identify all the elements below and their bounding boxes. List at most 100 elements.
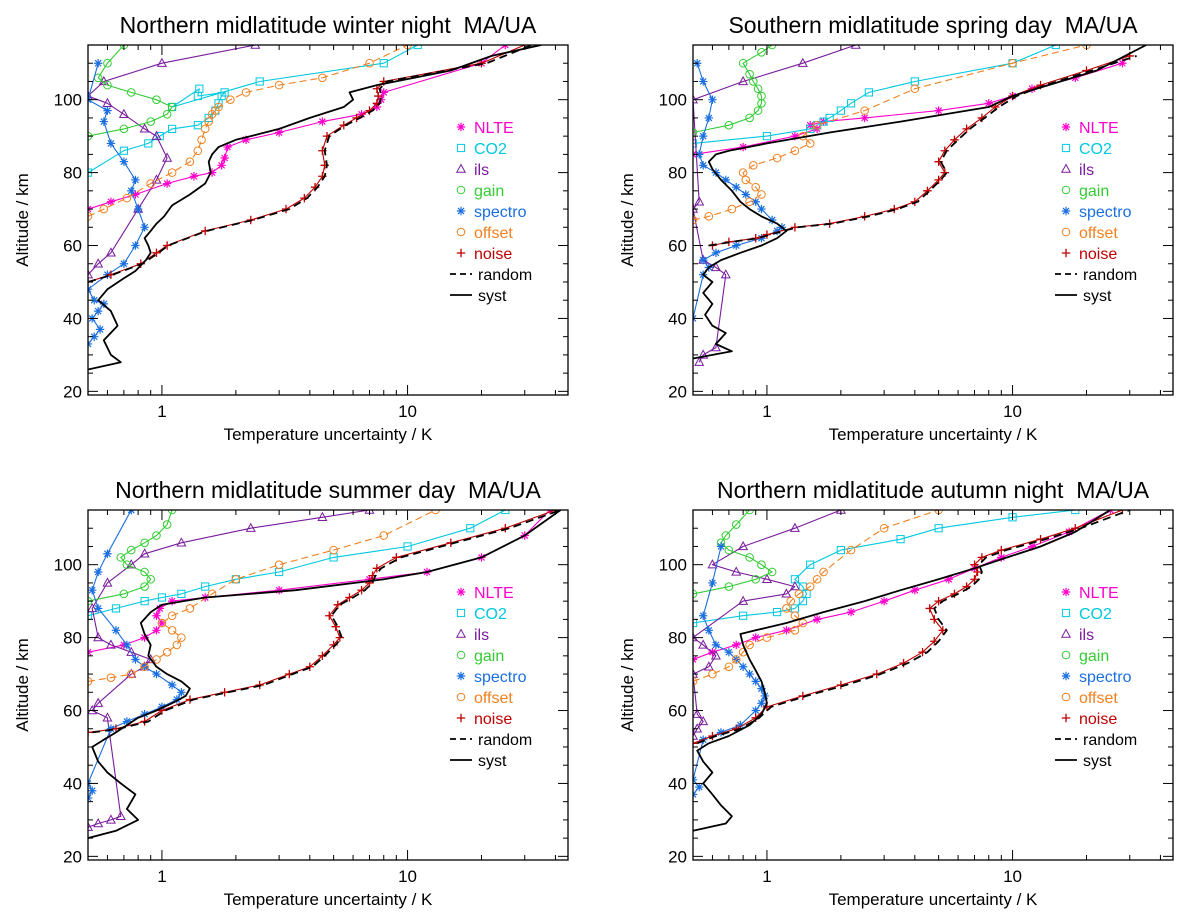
legend-co2-label: CO2 (474, 141, 507, 158)
series-offset-point (167, 611, 177, 621)
series-spectro-point (738, 662, 748, 671)
series-gain-point (749, 77, 758, 86)
series-ils-point (693, 94, 699, 104)
series-ils-point (102, 712, 113, 722)
series-ils-point (250, 45, 261, 49)
series-offset-point (727, 204, 737, 214)
series-gain-point (757, 91, 766, 101)
legend-gain-label: gain (1079, 183, 1109, 200)
legend-nlte-label: NLTE (1079, 585, 1119, 602)
series-offset-point (762, 633, 772, 642)
series-offset-point (274, 560, 284, 569)
series-co2-point (762, 132, 772, 141)
series-offset-point (798, 618, 808, 628)
series-offset-point (226, 95, 235, 104)
x-axis-label: Temperature uncertainty / K (224, 425, 433, 444)
y-tick-label: 100 (54, 91, 82, 110)
legend-syst-label: syst (1083, 288, 1112, 305)
chart-panel-4: 1 10 20 40 60 80 100 Northern midlatitude autum… (618, 477, 1174, 909)
series-spectro-point (757, 699, 766, 708)
series-ils-point (738, 75, 749, 86)
legend-co2-label: CO2 (1079, 606, 1112, 623)
series-nlte-point (732, 640, 741, 650)
series-nlte-point (860, 113, 869, 123)
series-co2-point (934, 524, 943, 533)
series-ils-point (245, 522, 256, 532)
series-offset-point (200, 124, 210, 134)
series-offset-point (782, 604, 791, 613)
series-co2-line (88, 510, 506, 617)
legend-spectro-label: spectro (1079, 204, 1132, 221)
series-ils-point (710, 261, 721, 272)
series-syst-line (693, 45, 1147, 360)
series-random-line (696, 510, 1131, 745)
series-spectro-line (693, 63, 783, 319)
x-axis-label: Temperature uncertainty / K (829, 425, 1038, 444)
series-spectro-point (152, 669, 161, 679)
series-ils-point (126, 559, 137, 569)
y-tick-label: 100 (659, 91, 687, 110)
legend-ils-marker (1060, 163, 1072, 173)
series-noise-point (374, 91, 383, 101)
legend-gain-marker (1061, 650, 1071, 660)
y-tick-label: 60 (668, 702, 687, 721)
series-spectro-point (757, 204, 766, 214)
y-tick-label: 100 (54, 556, 82, 575)
y-tick-label: 20 (668, 847, 687, 866)
series-nlte-point (131, 190, 140, 199)
series-offset-point (812, 574, 822, 584)
plot-area (88, 510, 562, 839)
series-ils-line (693, 45, 856, 363)
series-spectro-point (741, 190, 750, 199)
series-ils-point (139, 123, 150, 133)
series-nlte-point (140, 633, 149, 642)
plot-area (693, 510, 1131, 832)
series-nlte-point (274, 586, 284, 595)
legend-gain-label: gain (474, 183, 504, 200)
series-spectro-point (724, 647, 734, 657)
series-gain-point (146, 117, 155, 126)
legend-syst-label: syst (478, 753, 507, 770)
series-nlte-point (812, 615, 822, 624)
series-offset-point (745, 197, 754, 207)
series-noise-point (762, 230, 772, 239)
legend-ils-label: ils (1079, 162, 1094, 179)
series-co2-point (403, 542, 412, 551)
series-spectro-point (732, 241, 741, 250)
series-offset-point (274, 80, 284, 90)
chart-title: Northern midlatitude summer day MA/UA (115, 477, 541, 503)
series-offset-point (140, 662, 149, 672)
series-ils-point (797, 57, 808, 67)
series-gain-point (167, 102, 177, 112)
legend-co2-marker (456, 143, 466, 153)
y-tick-label: 40 (63, 309, 82, 328)
chart-title: Northern midlatitude autumn night MA/UA (717, 477, 1150, 503)
y-tick-label: 80 (63, 629, 82, 648)
series-co2-point (864, 88, 873, 97)
series-spectro-point (119, 259, 129, 268)
y-tick-label: 100 (659, 556, 687, 575)
series-spectro-point (698, 611, 708, 620)
series-gain-point (745, 553, 754, 562)
series-spectro-point (131, 175, 140, 185)
series-spectro-point (757, 234, 766, 243)
legend-random-label: random (478, 267, 532, 284)
series-ils-point (693, 708, 703, 718)
legend-gain-marker (456, 185, 466, 195)
y-tick-label: 80 (668, 629, 687, 648)
series-ils-point (105, 639, 116, 649)
series-offset-point (860, 106, 869, 115)
series-nlte-point (1118, 59, 1127, 68)
series-co2-point (144, 139, 153, 148)
series-gain-point (724, 582, 734, 591)
series-gain-point (162, 520, 172, 529)
series-ils-point (693, 730, 699, 740)
legend-syst-label: syst (1083, 753, 1112, 770)
series-spectro-point (708, 578, 717, 588)
series-offset-point (241, 88, 251, 97)
series-co2-point (836, 546, 845, 555)
series-gain-line (693, 45, 773, 134)
series-gain-point (140, 567, 149, 577)
legend-gain-marker (1061, 185, 1071, 195)
